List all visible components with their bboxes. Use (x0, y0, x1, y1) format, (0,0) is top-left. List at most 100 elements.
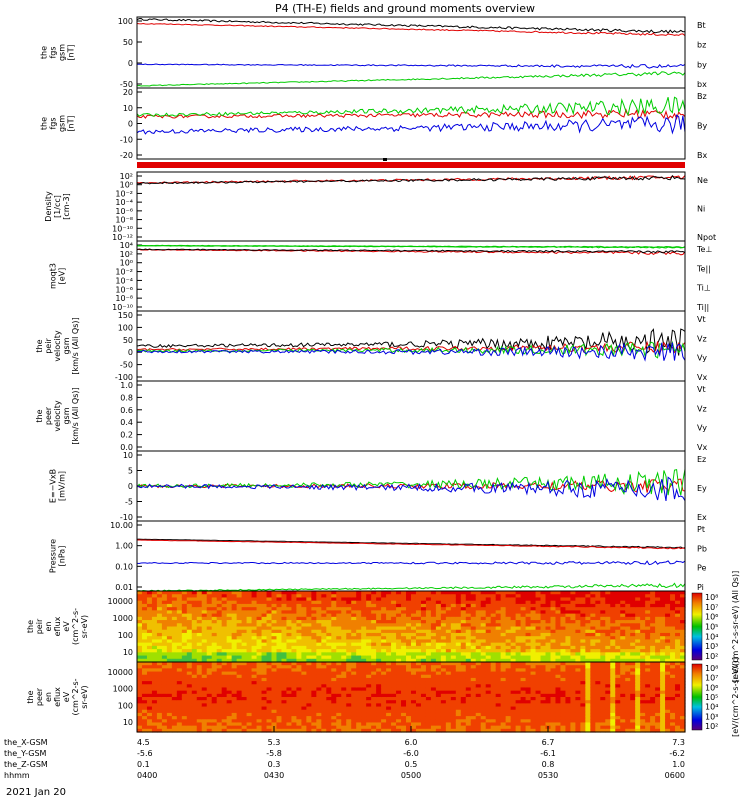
heatmap-cell (236, 700, 243, 704)
heatmap-cell (510, 652, 517, 657)
heatmap-cell (440, 623, 447, 628)
heatmap-cell (181, 665, 188, 669)
heatmap-cell (465, 600, 472, 605)
heatmap-cell (555, 655, 562, 660)
heatmap-cell (565, 662, 572, 666)
heatmap-cell (560, 662, 567, 666)
heatmap-cell (176, 690, 183, 695)
heatmap-cell (291, 690, 298, 695)
heatmap-cell (590, 610, 596, 615)
heatmap-cell (605, 610, 611, 615)
heatmap-cell (450, 665, 457, 669)
heatmap-cell (146, 690, 153, 695)
heatmap-cell (151, 712, 158, 717)
heatmap-cell (181, 716, 188, 720)
heatmap-cell (610, 591, 616, 595)
heatmap-cell (575, 597, 581, 602)
y-tick-label: 100 (118, 631, 133, 640)
heatmap-cell (485, 700, 492, 704)
heatmap-cell (430, 600, 437, 605)
heatmap-cell (440, 725, 447, 730)
heatmap-cell (675, 649, 681, 653)
heatmap-cell (211, 626, 218, 631)
heatmap-cell (545, 706, 552, 711)
heatmap-cell (435, 655, 442, 660)
heatmap-cell (406, 603, 412, 608)
heatmap-cell (485, 623, 492, 628)
heatmap-cell (605, 700, 611, 704)
heatmap-cell (326, 716, 332, 720)
heatmap-cell (376, 681, 382, 685)
heatmap-cell (156, 684, 163, 689)
heatmap-cell (650, 629, 656, 634)
heatmap-cell (490, 665, 497, 669)
heatmap-cell (151, 677, 158, 682)
heatmap-cell (391, 629, 397, 634)
heatmap-cell (550, 639, 557, 644)
heatmap-cell (540, 607, 547, 611)
heatmap-cell (555, 716, 562, 720)
heatmap-cell (256, 725, 263, 730)
heatmap-cell (445, 690, 452, 695)
heatmap-cell (166, 607, 173, 611)
heatmap-cell (425, 728, 432, 733)
heatmap-cell (645, 687, 651, 692)
heatmap-cell (610, 620, 616, 624)
heatmap-cell (301, 700, 307, 704)
heatmap-cell (655, 600, 661, 605)
y-tick-label: -20 (120, 151, 133, 160)
heatmap-cell (415, 712, 422, 717)
heatmap-cell (505, 677, 512, 682)
heatmap-cell (206, 600, 213, 605)
heatmap-cell (261, 703, 268, 708)
heatmap-cell (141, 687, 148, 692)
y-axis-label: eV (62, 691, 71, 702)
heatmap-cell (635, 645, 641, 650)
heatmap-cell (186, 700, 193, 704)
heatmap-cell (236, 616, 243, 621)
heatmap-cell (146, 681, 153, 685)
heatmap-cell (550, 620, 557, 624)
heatmap-cell (266, 642, 273, 647)
heatmap-cell (560, 697, 567, 701)
heatmap-cell (520, 719, 527, 724)
heatmap-cell (161, 591, 168, 595)
heatmap-cell (500, 703, 507, 708)
heatmap-cell (465, 597, 472, 602)
heatmap-cell (201, 662, 208, 666)
heatmap-cell (246, 629, 253, 634)
heatmap-cell (455, 725, 462, 730)
heatmap-cell (480, 626, 487, 631)
heatmap-cell (326, 626, 332, 631)
heatmap-cell (580, 722, 586, 727)
heatmap-cell (266, 693, 273, 698)
heatmap-cell (156, 597, 163, 602)
heatmap-cell (196, 655, 203, 660)
heatmap-cell (271, 594, 278, 599)
heatmap-cell (336, 671, 342, 676)
heatmap-cell (241, 597, 248, 602)
heatmap-cell (605, 626, 611, 631)
series-line-Ni (136, 174, 686, 185)
heatmap-cell (406, 591, 412, 595)
heatmap-cell (361, 607, 367, 611)
heatmap-cell (510, 658, 517, 663)
heatmap-cell (266, 725, 273, 730)
heatmap-cell (241, 662, 248, 666)
heatmap-cell (221, 655, 228, 660)
heatmap-cell (545, 591, 552, 595)
heatmap-cell (565, 706, 572, 711)
heatmap-cell (201, 658, 208, 663)
y-axis-label: velocity (53, 400, 62, 432)
heatmap-cell (246, 639, 253, 644)
heatmap-cell (281, 652, 288, 657)
heatmap-cell (381, 626, 387, 631)
heatmap-cell (326, 687, 332, 692)
heatmap-cell (211, 687, 218, 692)
heatmap-cell (430, 597, 437, 602)
heatmap-cell (161, 728, 168, 733)
heatmap-cell (296, 677, 302, 682)
heatmap-cell (585, 674, 591, 679)
heatmap-cell (156, 728, 163, 733)
heatmap-cell (655, 662, 661, 666)
